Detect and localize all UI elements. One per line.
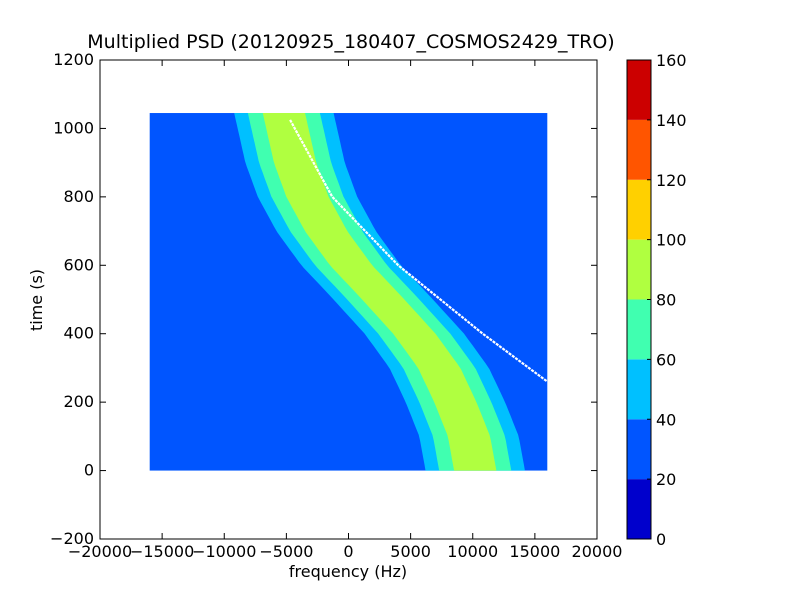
y-tick-label: 400 (63, 324, 94, 343)
colorbar-tick-label: 60 (656, 350, 676, 369)
colorbar-tick-label: 20 (656, 470, 676, 489)
y-tick-label: 1200 (53, 50, 94, 69)
x-tick-label: 15000 (509, 542, 560, 561)
colorbar: 0 20 40 60 80 100 120 140 160 (626, 51, 687, 549)
x-tick-label: 20000 (572, 542, 623, 561)
x-axis-label: frequency (Hz) (289, 562, 407, 581)
x-tick-label: −10000 (192, 542, 256, 561)
colorbar-tick-label: 80 (656, 291, 676, 310)
y-tick-label: 800 (63, 187, 94, 206)
colorbar-segment (627, 179, 651, 240)
x-tick-label: 10000 (447, 542, 498, 561)
x-axis: −20000−15000−10000 −5000 0 5000 10000 15000 20… (68, 60, 623, 561)
colorbar-segment (627, 299, 651, 360)
y-tick-label: 600 (63, 255, 94, 274)
colorbar-segment (627, 479, 651, 539)
colorbar-tick-label: 0 (656, 530, 666, 549)
colorbar-segment (627, 419, 651, 480)
colorbar-segments (627, 60, 651, 539)
colorbar-tick-label: 140 (656, 111, 687, 130)
x-tick-label: 0 (343, 542, 353, 561)
y-axis-label: time (s) (27, 269, 46, 331)
x-tick-label: −5000 (259, 542, 313, 561)
colorbar-tick-label: 40 (656, 410, 676, 429)
y-tick-label: 1000 (53, 118, 94, 137)
plot-area: −20000−15000−10000 −5000 0 5000 10000 15000 20… (50, 50, 622, 561)
x-tick-label: 5000 (390, 542, 431, 561)
chart-title: Multiplied PSD (20120925_180407_COSMOS24… (87, 31, 614, 53)
colorbar-tick-label: 160 (656, 51, 687, 70)
x-tick-label: −15000 (130, 542, 194, 561)
heatmap-layer (149, 113, 548, 471)
colorbar-segment (627, 239, 651, 300)
colorbar-segment (627, 359, 651, 420)
colorbar-tick-label: 100 (656, 231, 687, 250)
colorbar-segment (627, 119, 651, 180)
colorbar-ticks: 0 20 40 60 80 100 120 140 160 (647, 51, 687, 549)
y-axis: −200 0 200 400 600 800 1000 1200 (50, 50, 597, 548)
colorbar-segment (627, 60, 651, 120)
y-tick-label: −200 (50, 529, 94, 548)
y-tick-label: 0 (84, 461, 94, 480)
colorbar-tick-label: 120 (656, 171, 687, 190)
psd-band-contour-3 (262, 113, 497, 471)
x-tick-label: −20000 (68, 542, 132, 561)
y-tick-label: 200 (63, 392, 94, 411)
white-signal-trace (289, 119, 548, 383)
